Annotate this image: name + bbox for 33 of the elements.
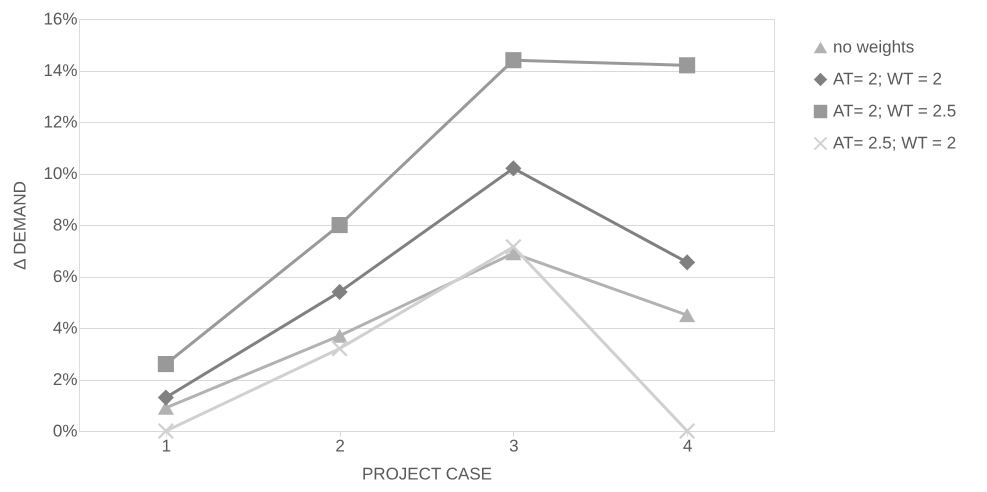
point (332, 328, 348, 343)
point (332, 216, 348, 234)
x-tick-label: 4 (682, 436, 692, 456)
point (158, 356, 174, 372)
y-tick-label: 8% (52, 216, 78, 234)
y-tick-label: 14% (43, 61, 78, 80)
y-tick-label: 4% (52, 318, 78, 338)
point (679, 57, 696, 74)
point (158, 422, 174, 440)
point (679, 422, 696, 440)
point (332, 340, 348, 357)
x-tick-label: 3 (509, 436, 519, 456)
y-tick-label: 10% (43, 164, 78, 183)
point (505, 238, 522, 255)
x-axis-title: PROJECT CASE (362, 464, 492, 484)
point (158, 389, 174, 406)
legend-label: AT= 2.5; WT = 2 (833, 134, 956, 152)
point (679, 308, 696, 322)
y-tick-label: 12% (43, 112, 78, 132)
point (505, 160, 522, 176)
point (679, 254, 696, 270)
point (505, 52, 522, 68)
y-tick-label: 2% (52, 370, 78, 389)
point (332, 284, 348, 300)
y-axis-title: Δ DEMAND (10, 181, 30, 270)
y-tick-label: 6% (52, 267, 78, 286)
legend-label: AT= 2; WT = 2.5 (833, 102, 956, 120)
x-tick-label: 1 (162, 436, 172, 456)
legend-label: AT= 2; WT = 2 (833, 70, 942, 88)
legend-label: no weights (833, 38, 914, 56)
y-tick-label: 0% (52, 422, 78, 440)
x-tick-label: 2 (335, 436, 345, 456)
y-tick-label: 16% (43, 10, 78, 28)
